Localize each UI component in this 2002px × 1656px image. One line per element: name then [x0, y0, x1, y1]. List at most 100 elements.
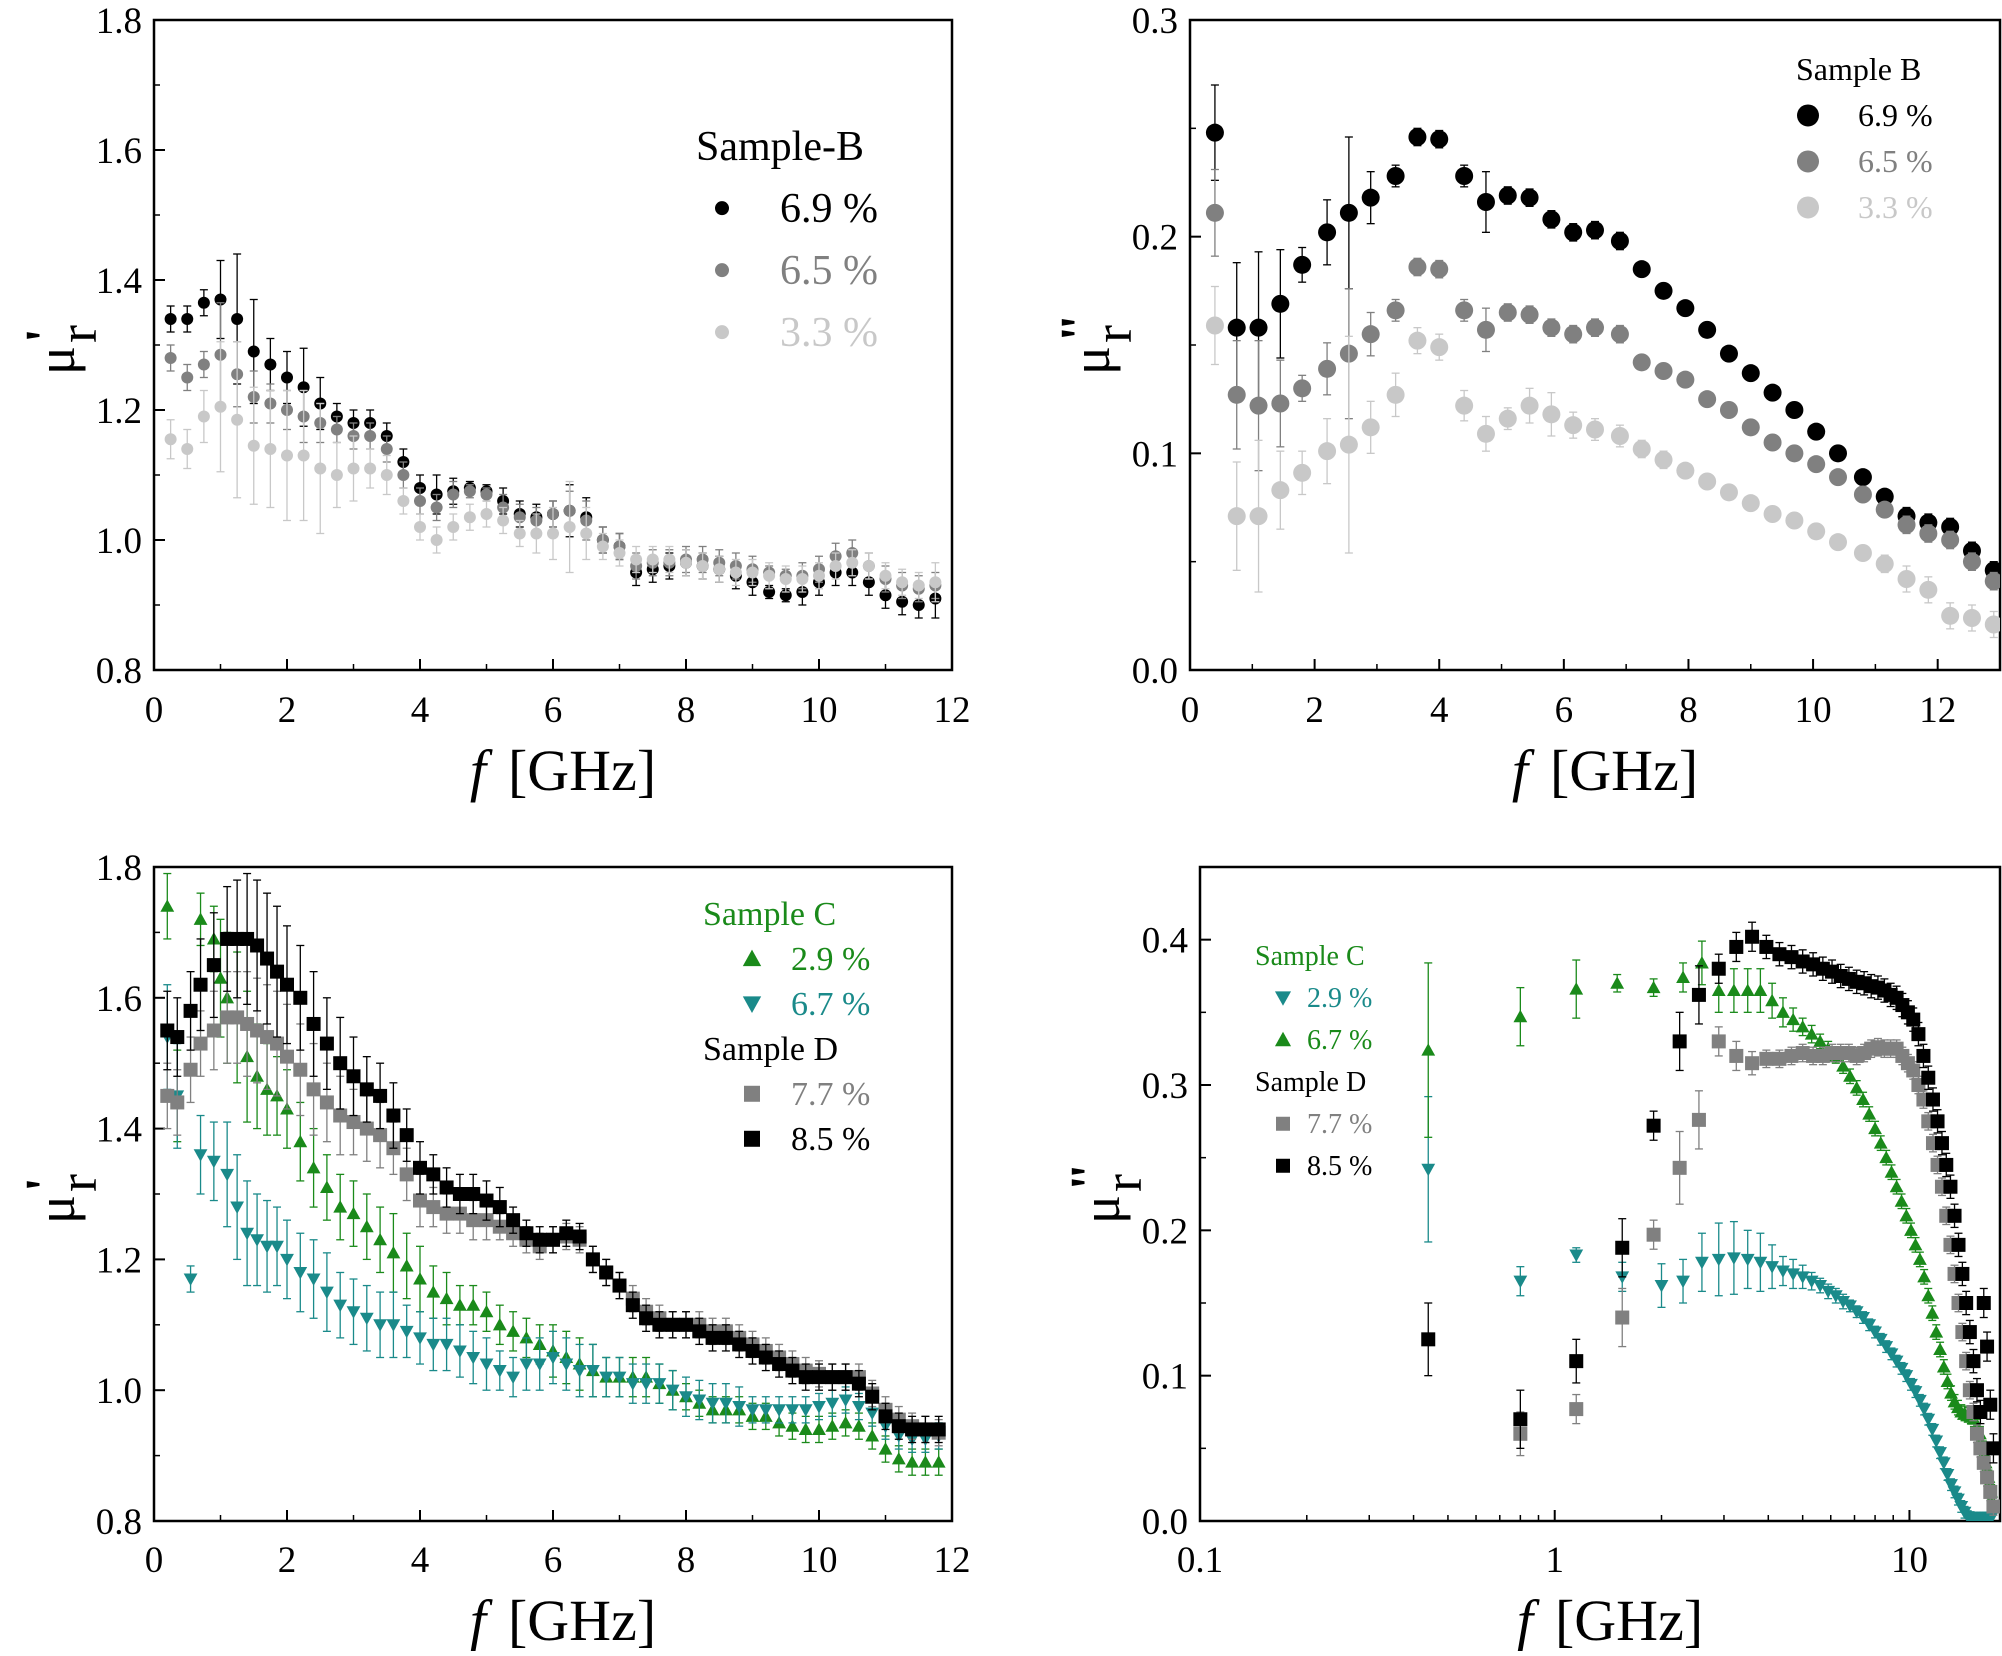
- data-point: [1386, 385, 1405, 404]
- x-tick-label: 6: [1555, 690, 1574, 731]
- plot-frame: [1198, 865, 2002, 1523]
- data-point: [1386, 301, 1405, 320]
- data-point: [399, 1259, 414, 1272]
- data-point: [1408, 128, 1427, 146]
- data-point: [596, 540, 609, 553]
- data-point: [1795, 1019, 1810, 1033]
- data-point: [1610, 976, 1625, 989]
- x-tick-label: 2: [1305, 690, 1324, 731]
- data-point: [1513, 1275, 1528, 1289]
- data-point: [1654, 450, 1673, 469]
- legend-marker: [1274, 991, 1292, 1006]
- y-axis-subscript: r: [48, 325, 108, 343]
- data-point: [1654, 281, 1673, 300]
- data-point: [197, 296, 210, 309]
- legend-marker: [1276, 1158, 1290, 1173]
- data-point: [1936, 1457, 1951, 1470]
- x-axis-symbol: f: [1512, 738, 1535, 803]
- data-layer: [1205, 84, 2000, 639]
- data-point: [1542, 405, 1561, 424]
- data-point: [719, 1397, 733, 1411]
- series-3.3 %: [1205, 285, 2000, 639]
- data-point: [1729, 939, 1744, 954]
- data-point: [319, 1095, 334, 1110]
- data-point: [413, 1272, 427, 1285]
- data-point: [359, 1082, 374, 1097]
- data-point: [745, 1404, 760, 1417]
- data-point: [1227, 385, 1246, 404]
- data-point: [480, 508, 493, 520]
- x-axis-label: f [GHz]: [470, 738, 656, 803]
- data-point: [1897, 515, 1916, 534]
- y-tick-label: 0.0: [1132, 651, 1178, 692]
- data-point: [439, 1291, 454, 1305]
- data-point: [426, 1338, 441, 1352]
- data-point: [1856, 1312, 1870, 1325]
- data-point: [1711, 983, 1726, 997]
- y-axis-symbol: μ: [26, 346, 86, 375]
- data-point: [585, 1252, 600, 1267]
- data-point: [193, 912, 208, 925]
- x-axis-label: f [GHz]: [470, 1588, 656, 1651]
- data-point: [1318, 359, 1337, 378]
- data-point: [1753, 983, 1768, 997]
- data-point: [1676, 370, 1695, 389]
- x-tick-label: 10: [1795, 690, 1832, 731]
- x-axis-label: f [GHz]: [1517, 1588, 1703, 1651]
- data-point: [825, 1370, 840, 1385]
- y-tick-label: 0.2: [1132, 218, 1178, 259]
- data-point: [397, 469, 410, 481]
- data-point: [413, 1193, 427, 1208]
- data-point: [1430, 338, 1449, 357]
- data-point: [426, 1200, 441, 1215]
- data-point: [164, 313, 177, 325]
- x-axis-unit: [GHz]: [1550, 738, 1698, 803]
- data-point: [439, 1206, 454, 1221]
- data-point: [399, 1128, 414, 1143]
- x-tick-label: 10: [801, 690, 838, 731]
- data-point: [206, 1023, 221, 1038]
- data-point: [1912, 1394, 1927, 1408]
- data-point: [1973, 1441, 1988, 1456]
- data-point: [1959, 1296, 1974, 1310]
- data-point: [1719, 344, 1738, 363]
- data-point: [1940, 1374, 1955, 1387]
- legend: Sample-B 6.9 % 6.5 % 3.3 %: [696, 124, 878, 356]
- data-point: [1807, 522, 1826, 541]
- y-tick-label: 0.1: [1132, 434, 1178, 475]
- data-point: [1976, 1296, 1991, 1310]
- data-point: [197, 410, 210, 423]
- data-point: [373, 1232, 387, 1246]
- data-point: [1520, 396, 1539, 415]
- data-point: [1476, 193, 1495, 211]
- panel-b-chart: 0 2 4 6 8 10 12 0.0 0.1 0.2 0.3 f [GHz] μr" Sample B 6.…: [1049, 1, 2002, 803]
- data-point: [1569, 1249, 1584, 1262]
- data-point: [1862, 1107, 1877, 1120]
- data-point: [260, 951, 275, 966]
- data-point: [1785, 444, 1804, 463]
- data-point: [386, 1108, 401, 1123]
- data-point: [599, 1265, 614, 1280]
- x-tick-label: 2: [278, 690, 297, 731]
- data-point: [1925, 1423, 1940, 1437]
- data-point: [447, 521, 460, 533]
- data-point: [280, 1049, 294, 1064]
- data-point: [1829, 468, 1847, 487]
- data-point: [1646, 1227, 1661, 1242]
- x-tick-label: 0.1: [1177, 1540, 1223, 1581]
- y-axis-subscript: r: [1083, 325, 1143, 343]
- data-point: [1745, 1056, 1760, 1071]
- data-point: [1853, 544, 1872, 562]
- data-point: [1899, 1370, 1914, 1383]
- data-point: [240, 1227, 254, 1241]
- y-tick-label: 1.2: [96, 391, 142, 432]
- data-point: [1897, 570, 1916, 588]
- data-point: [359, 1219, 374, 1233]
- data-point: [1813, 1034, 1828, 1047]
- series-2.9 %: [1421, 1095, 1999, 1521]
- data-point: [796, 573, 809, 585]
- series-6.9 %: [1205, 84, 2000, 580]
- data-point: [359, 1121, 374, 1136]
- data-point: [1765, 1261, 1779, 1274]
- data-point: [270, 1036, 285, 1051]
